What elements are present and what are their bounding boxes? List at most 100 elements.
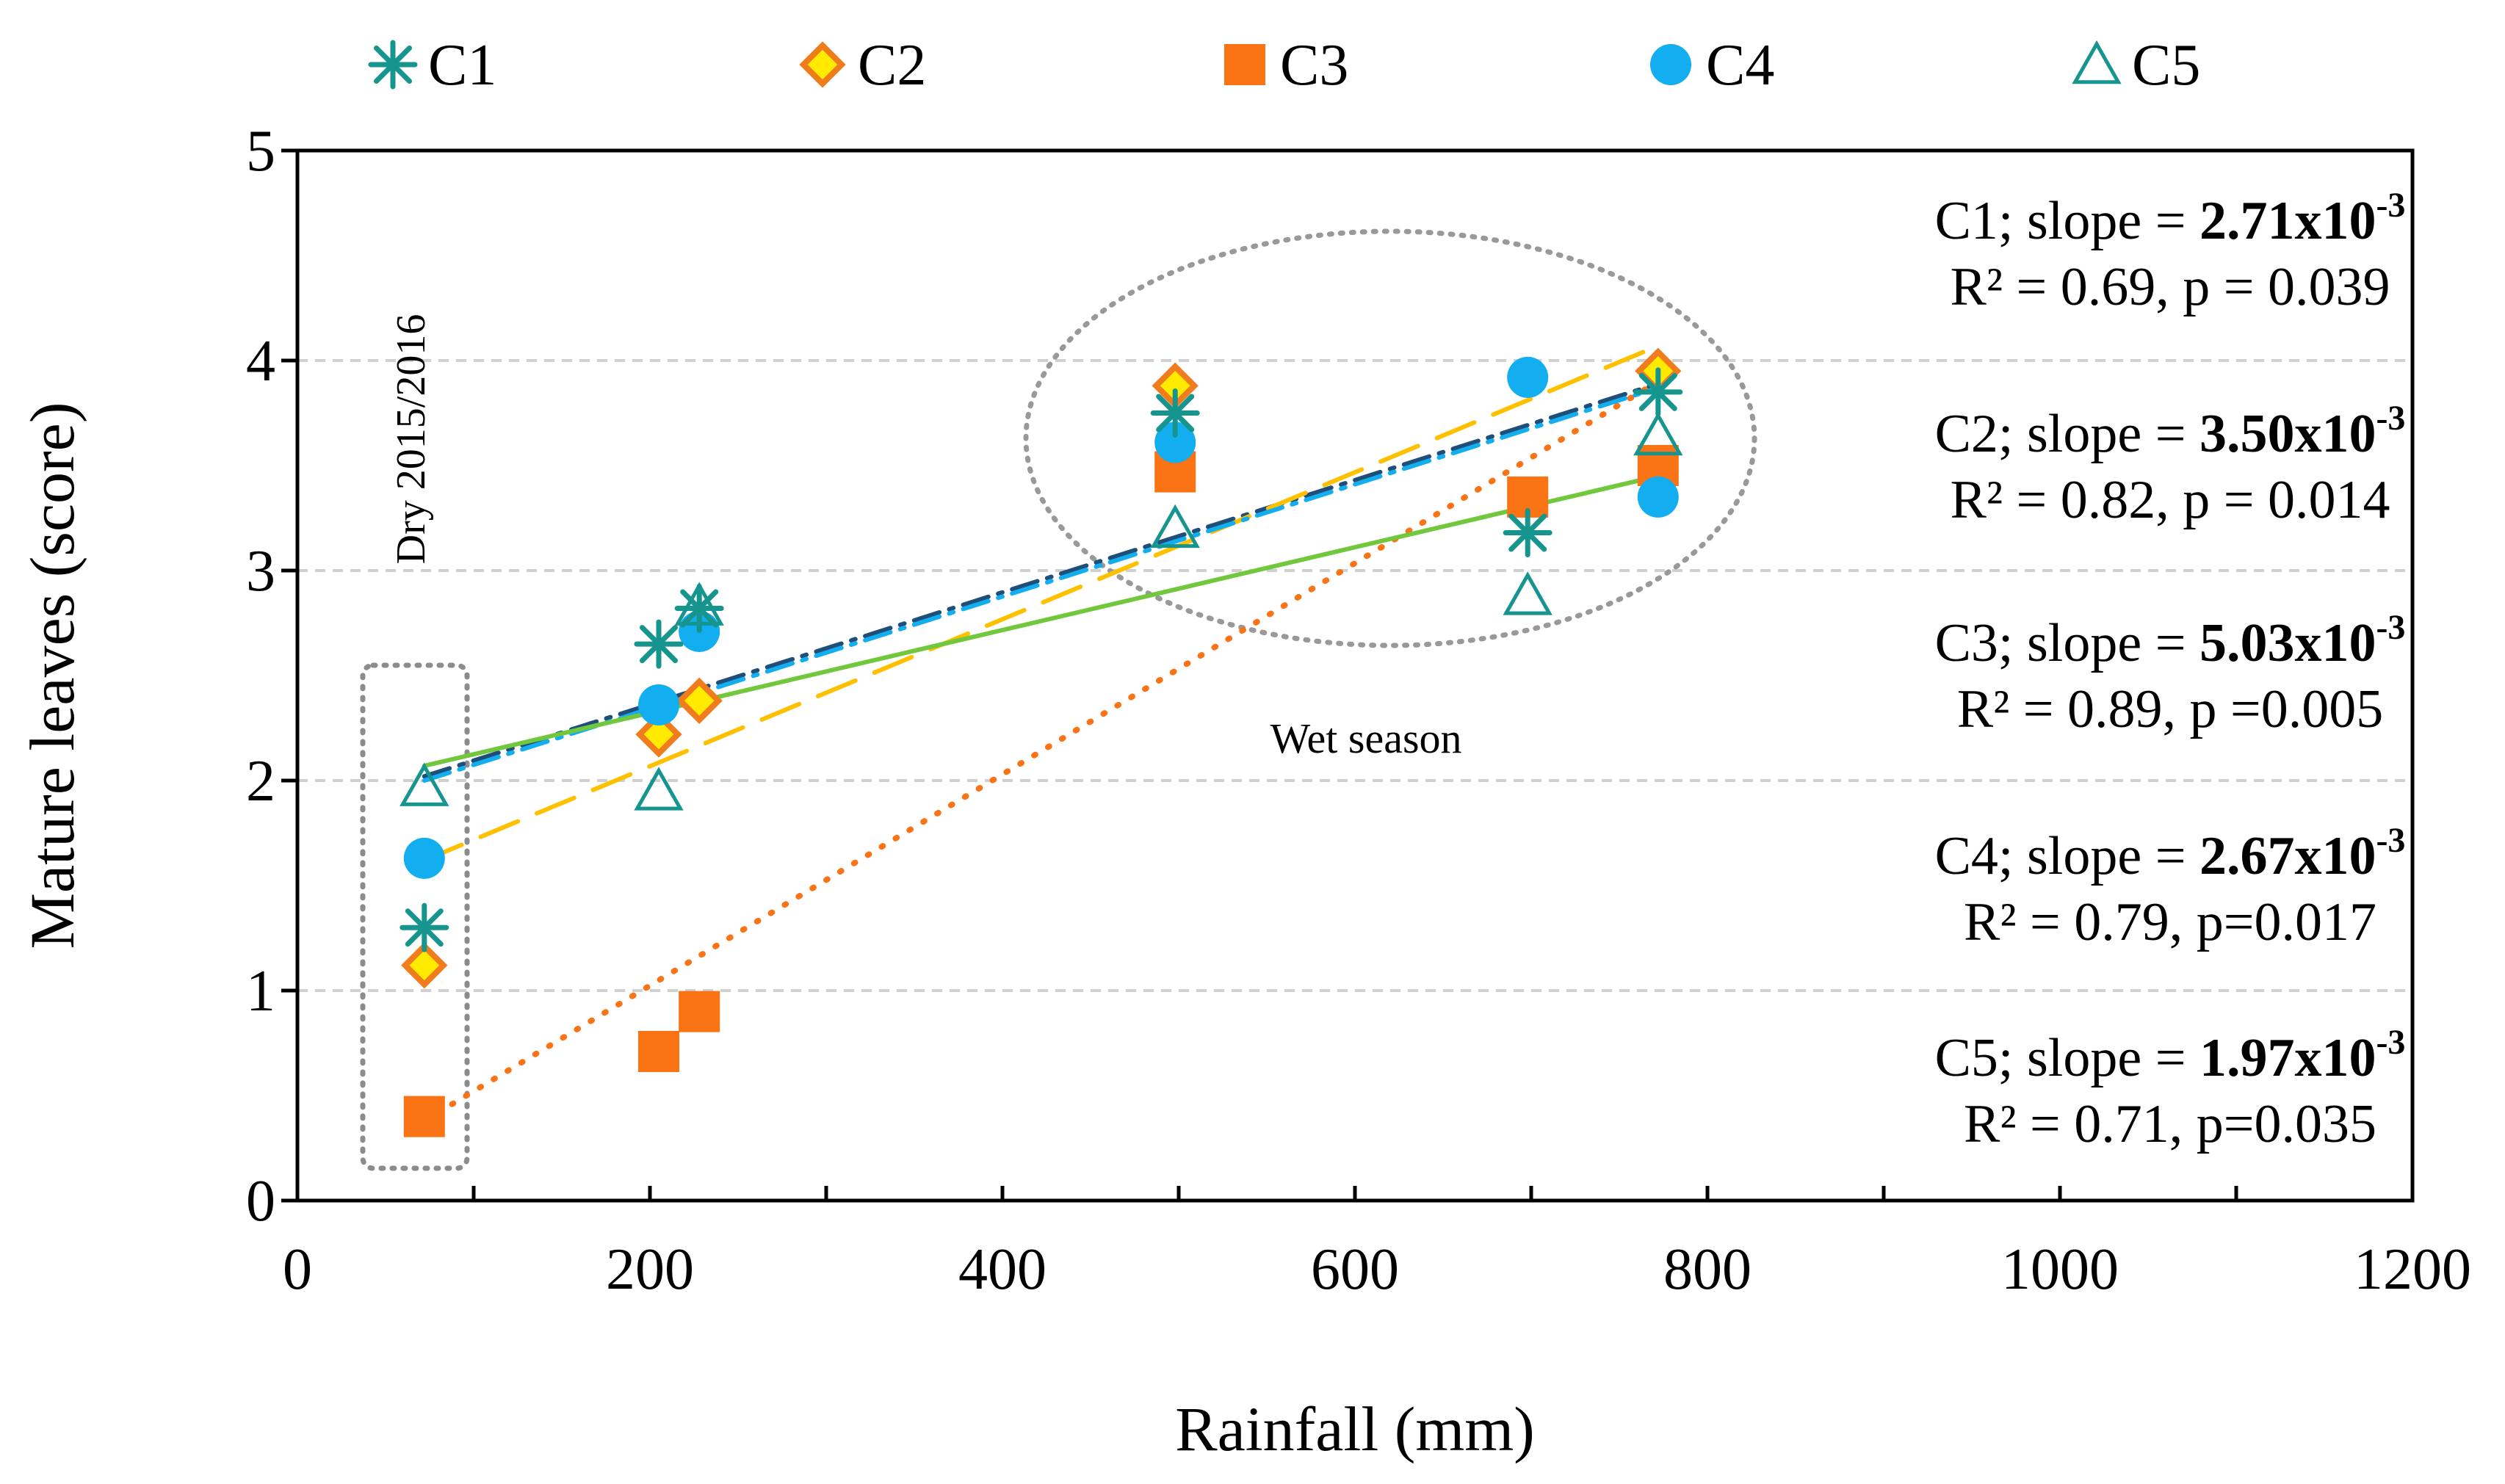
x-tick-label-800: 800 [1663, 1237, 1752, 1302]
point-c5-3 [1150, 504, 1200, 549]
x-axis-ticks: 0 200 400 600 800 1000 1200 [283, 1186, 2471, 1302]
legend-marker-c3-shape [1224, 44, 1265, 85]
slope-prefix: C1; slope = [1935, 191, 2199, 251]
y-tick-label-0: 0 [246, 1169, 275, 1234]
y-axis-ticks: 0 1 2 3 4 5 [246, 119, 297, 1234]
x-tick-label-0: 0 [283, 1237, 312, 1302]
slope-prefix: C3; slope = [1935, 613, 2199, 673]
slope-exponent: -3 [2376, 1023, 2405, 1062]
stats-fit-c5: R² = 0.71, p=0.035 [1964, 1094, 2376, 1154]
x-tick-label-600: 600 [1311, 1237, 1399, 1302]
stats-c2: C2; slope = 3.50x10-3R² = 0.82, p = 0.01… [1935, 399, 2406, 530]
point-c3-2-shape [679, 991, 720, 1032]
trend-line-c1 [422, 381, 1660, 779]
y-tick-label-3: 3 [246, 539, 275, 604]
point-c4-0 [403, 837, 445, 879]
slope-value: 3.50x10 [2199, 404, 2376, 464]
point-c5-3-shape [1150, 504, 1200, 549]
point-c4-3 [1154, 421, 1196, 463]
point-c5-0 [400, 762, 449, 806]
legend-marker-c1 [368, 40, 418, 90]
point-c1-0-stroke-3 [405, 908, 444, 947]
point-c4-4-shape [1507, 356, 1549, 398]
grid-lines [297, 359, 2412, 992]
x-tick-label-200: 200 [606, 1237, 694, 1302]
wet-season-label: Wet season [1270, 714, 1461, 762]
stats-c5: C5; slope = 1.97x10-3R² = 0.71, p=0.035 [1935, 1023, 2406, 1154]
slope-prefix: C5; slope = [1935, 1028, 2199, 1088]
legend-marker-c1-stroke-3 [374, 46, 412, 84]
regression-stats: C1; slope = 2.71x10-3R² = 0.69, p = 0.03… [1935, 186, 2406, 1154]
point-c2-2-shape [676, 677, 723, 724]
point-c3-2 [679, 991, 720, 1032]
slope-value: 2.71x10 [2199, 191, 2376, 251]
point-c4-3-shape [1154, 421, 1196, 463]
point-c5-1 [634, 767, 684, 811]
legend-label-c4: C4 [1706, 33, 1774, 98]
point-c1-2-stroke-3 [680, 589, 719, 628]
point-c2-1 [635, 711, 682, 758]
legend-item-c5: C5 [2072, 33, 2200, 98]
y-tick-label-4: 4 [246, 329, 275, 394]
point-c4-5 [1637, 476, 1679, 518]
legend-marker-c5 [2072, 40, 2122, 84]
legend-label-c3: C3 [1280, 33, 1348, 98]
legend-marker-c2 [799, 41, 846, 88]
point-c4-1 [638, 684, 679, 726]
stats-fit-c1: R² = 0.69, p = 0.039 [1950, 257, 2390, 317]
stats-slope-c4: C4; slope = 2.67x10-3 [1935, 821, 2406, 886]
point-c3-0-shape [403, 1096, 445, 1137]
point-c2-0 [401, 942, 448, 989]
stats-slope-c1: C1; slope = 2.71x10-3 [1935, 186, 2406, 251]
point-c5-1-shape [634, 767, 684, 811]
point-c4-0-shape [403, 837, 445, 879]
point-c3-1 [638, 1030, 679, 1072]
point-c5-2 [674, 582, 724, 626]
legend-marker-c4-shape [1650, 44, 1691, 85]
point-c2-0-shape [401, 942, 448, 989]
stats-slope-c3: C3; slope = 5.03x10-3 [1935, 608, 2406, 673]
legend-marker-c2-shape [799, 41, 846, 88]
point-c1-1-stroke-3 [640, 625, 678, 664]
legend-label-c2: C2 [858, 33, 926, 98]
point-c1-3-stroke-3 [1156, 394, 1195, 432]
legend-marker-c4 [1650, 44, 1691, 85]
slope-exponent: -3 [2376, 821, 2405, 860]
legend: C1 C2 C3 C4 C5 [368, 33, 2200, 98]
point-c1-4 [1503, 508, 1552, 558]
trend-line-c4 [422, 386, 1660, 783]
point-c2-1-shape [635, 711, 682, 758]
y-tick-label-1: 1 [246, 959, 275, 1024]
trend-lines [421, 343, 1661, 1124]
stats-fit-c4: R² = 0.79, p=0.017 [1964, 892, 2376, 952]
legend-item-c2: C2 [799, 33, 926, 98]
y-tick-label-5: 5 [246, 119, 275, 184]
stats-fit-c3: R² = 0.89, p =0.005 [1957, 679, 2384, 739]
point-c3-1-shape [638, 1030, 679, 1072]
point-c4-5-shape [1637, 476, 1679, 518]
point-c1-4-stroke-3 [1508, 513, 1547, 552]
legend-item-c4: C4 [1650, 33, 1774, 98]
point-c5-4-shape [1503, 571, 1552, 615]
point-c1-1 [634, 619, 684, 669]
x-tick-label-1000: 1000 [2001, 1237, 2119, 1302]
point-c1-0 [400, 902, 449, 952]
legend-item-c3: C3 [1224, 33, 1348, 98]
point-c2-2 [676, 677, 723, 724]
x-tick-label-400: 400 [958, 1237, 1047, 1302]
slope-value: 1.97x10 [2199, 1028, 2376, 1088]
point-c5-2-shape [674, 582, 724, 626]
point-c3-0 [403, 1096, 445, 1137]
y-axis-label: Mature leaves (score) [17, 402, 87, 949]
legend-label-c1: C1 [428, 33, 496, 98]
slope-exponent: -3 [2376, 186, 2405, 225]
point-c4-1-shape [638, 684, 679, 726]
point-c1-5-stroke-3 [1638, 372, 1677, 411]
slope-exponent: -3 [2376, 608, 2405, 647]
slope-exponent: -3 [2376, 399, 2405, 438]
legend-item-c1: C1 [368, 33, 496, 98]
wet-season-ellipse [1023, 228, 1757, 648]
slope-prefix: C2; slope = [1935, 404, 2199, 464]
stats-c4: C4; slope = 2.67x10-3R² = 0.79, p=0.017 [1935, 821, 2406, 952]
